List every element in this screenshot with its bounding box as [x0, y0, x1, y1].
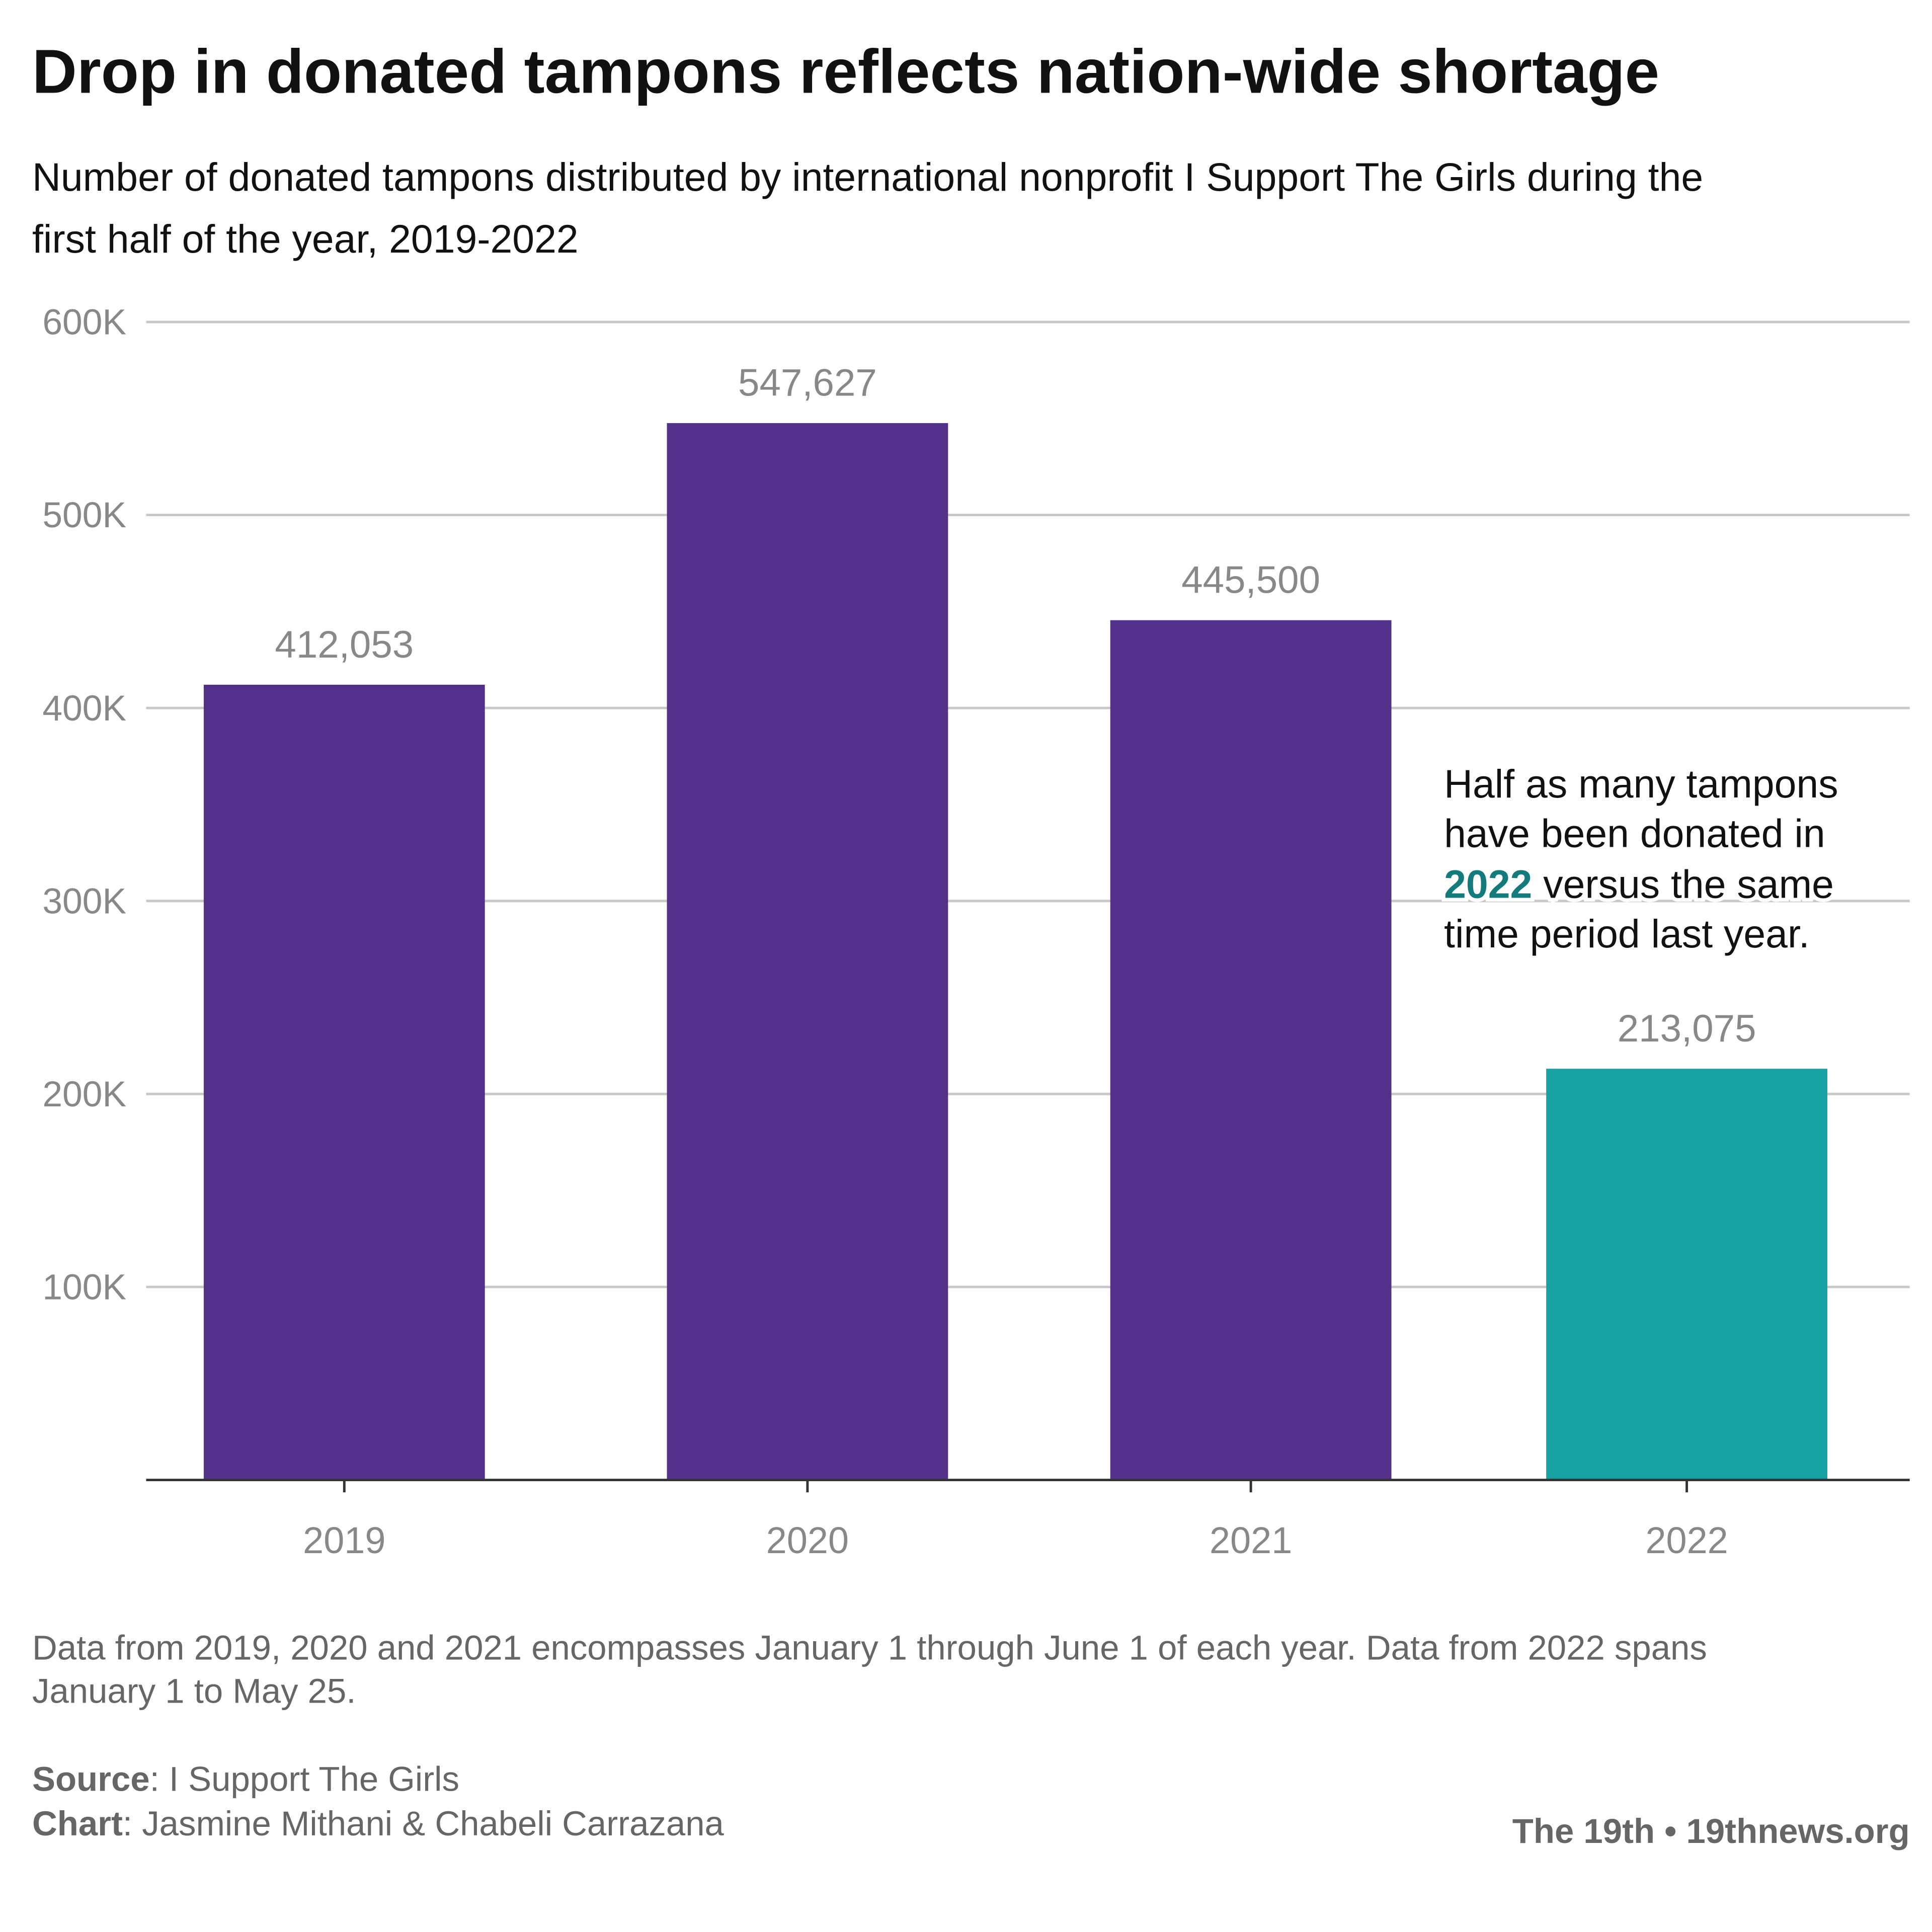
annotation-highlight-year: 2022 — [1444, 862, 1532, 907]
chart-subtitle-line-2: first half of the year, 2019-2022 — [32, 217, 579, 261]
brand-link[interactable]: The 19th • 19thnews.org — [1512, 1812, 1910, 1850]
y-tick-label: 200K — [42, 1074, 126, 1114]
bar-value-label: 547,627 — [738, 362, 877, 405]
bars: 412,053 547,627 445,500 213,075 — [203, 362, 1827, 1480]
chart-credit: Chart: Jasmine Mithani & Chabeli Carraza… — [32, 1804, 725, 1843]
chart-credit-value: : Jasmine Mithani & Chabeli Carrazana — [123, 1804, 725, 1843]
source-label: Source — [32, 1759, 150, 1798]
footnote-line-2: January 1 to May 25. — [32, 1672, 356, 1711]
chart-title: Drop in donated tampons reflects nation-… — [32, 38, 1659, 107]
annotation-line-3: 2022 versus the same — [1444, 862, 1834, 907]
x-tick-label: 2022 — [1645, 1519, 1728, 1561]
annotation-line-2: have been donated in — [1444, 812, 1825, 856]
y-tick-label: 600K — [42, 302, 126, 343]
bar-2020 — [667, 423, 948, 1480]
source-credit: Source: I Support The Girls — [32, 1759, 459, 1798]
footnote-line-1: Data from 2019, 2020 and 2021 encompasse… — [32, 1628, 1707, 1667]
y-tick-label: 400K — [42, 688, 126, 729]
bar-value-label: 445,500 — [1181, 558, 1320, 601]
y-axis-ticks: 100K 200K 300K 400K 500K 600K — [42, 302, 126, 1308]
bar-2019 — [203, 684, 485, 1480]
chart-subtitle-line-1: Number of donated tampons distributed by… — [32, 155, 1703, 199]
bar-value-label: 213,075 — [1618, 1007, 1756, 1050]
y-tick-label: 300K — [42, 881, 126, 921]
y-tick-label: 100K — [42, 1267, 126, 1308]
annotation-line-4: time period last year. — [1444, 912, 1810, 956]
x-tick-label: 2019 — [303, 1519, 385, 1561]
source-value: : I Support The Girls — [150, 1759, 459, 1798]
chart-credit-label: Chart — [32, 1804, 123, 1843]
x-tick-label: 2020 — [766, 1519, 849, 1561]
annotation-line-3-rest: versus the same — [1532, 862, 1834, 907]
annotation: Half as many tampons have been donated i… — [1440, 758, 1842, 960]
annotation-line-1: Half as many tampons — [1444, 762, 1838, 806]
bar-2022 — [1546, 1069, 1827, 1480]
x-tick-label: 2021 — [1210, 1519, 1292, 1561]
x-axis-ticks: 2019 2020 2021 2022 — [303, 1480, 1728, 1561]
bar-value-label: 412,053 — [275, 623, 414, 666]
bar-2021 — [1110, 620, 1392, 1480]
y-tick-label: 500K — [42, 495, 126, 535]
